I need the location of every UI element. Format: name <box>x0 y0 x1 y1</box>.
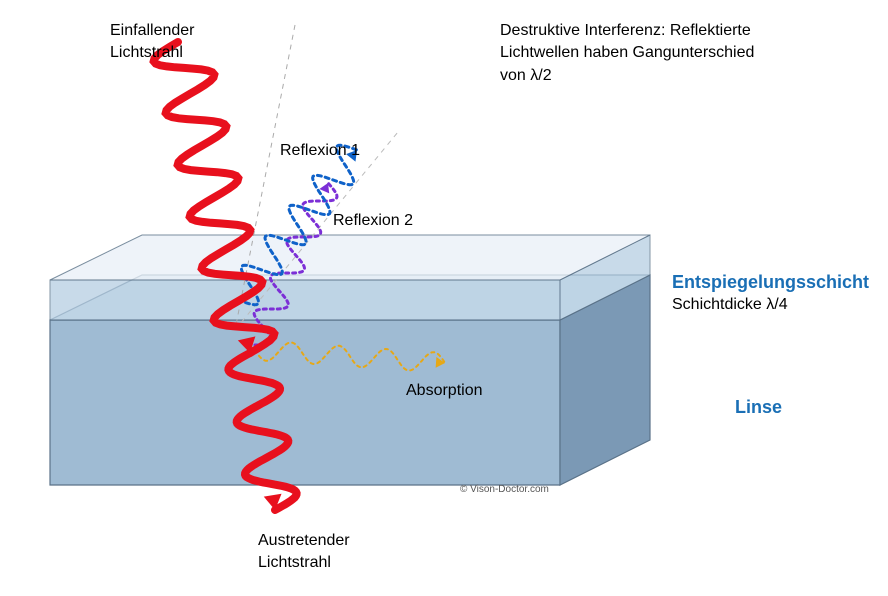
layer-title: Entspiegelungsschicht <box>672 270 869 295</box>
coating-top <box>50 235 650 280</box>
lens-label: Linse <box>735 395 782 420</box>
desc-label: Destruktive Interferenz: ReflektierteLic… <box>500 20 870 87</box>
refl1-label: Reflexion 1 <box>280 140 360 162</box>
credit-label: © Vison-Doctor.com <box>460 484 549 495</box>
absorb-label: Absorption <box>406 380 483 402</box>
incident-label: EinfallenderLichtstrahl <box>110 20 195 65</box>
layer-sub: Schichtdicke λ/4 <box>672 294 788 316</box>
refl2-label: Reflexion 2 <box>333 210 413 232</box>
exit-label: AustretenderLichtstrahl <box>258 530 350 575</box>
coating-front <box>50 280 560 320</box>
lens-front <box>50 320 560 485</box>
